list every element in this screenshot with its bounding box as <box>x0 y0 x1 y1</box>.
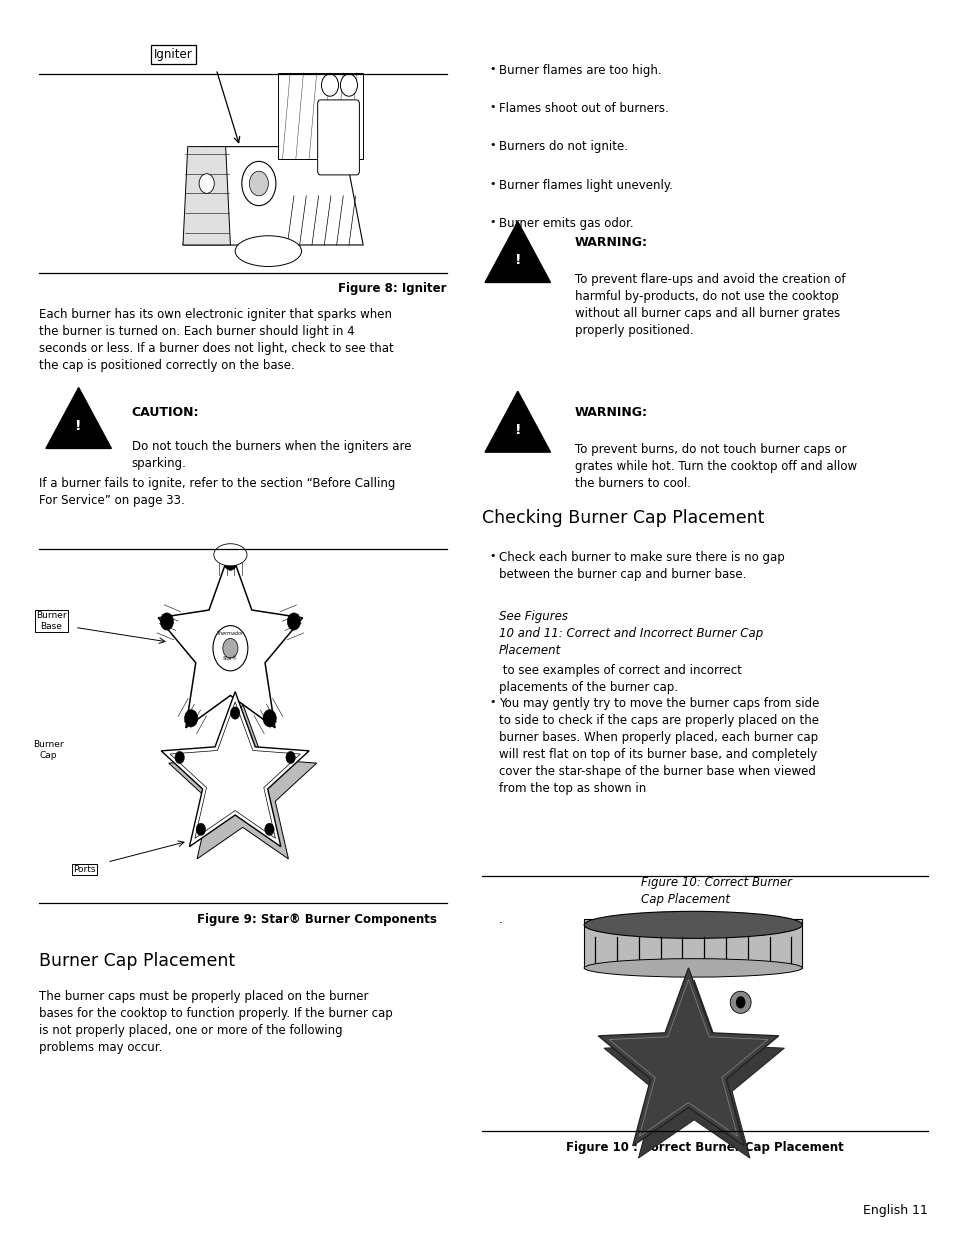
Circle shape <box>223 638 237 658</box>
Circle shape <box>287 613 300 630</box>
Text: Burner
Cap: Burner Cap <box>33 741 64 760</box>
FancyBboxPatch shape <box>317 100 359 175</box>
Text: Burner emits gas odor.: Burner emits gas odor. <box>498 216 633 230</box>
Circle shape <box>286 751 295 763</box>
Polygon shape <box>161 692 309 847</box>
Circle shape <box>184 710 197 727</box>
Polygon shape <box>183 147 363 245</box>
Polygon shape <box>603 981 783 1158</box>
Text: !: ! <box>514 424 520 437</box>
Text: .: . <box>498 913 502 925</box>
Circle shape <box>213 626 248 671</box>
Text: Check each burner to make sure there is no gap
between the burner cap and burner: Check each burner to make sure there is … <box>498 551 783 582</box>
Text: Burner flames light unevenly.: Burner flames light unevenly. <box>498 179 672 191</box>
Polygon shape <box>183 147 231 245</box>
Text: •: • <box>489 551 496 561</box>
Ellipse shape <box>583 911 801 939</box>
Text: •: • <box>489 64 496 74</box>
Circle shape <box>160 613 173 630</box>
Text: To prevent flare-ups and avoid the creation of
harmful by-products, do not use t: To prevent flare-ups and avoid the creat… <box>574 273 844 337</box>
Text: Each burner has its own electronic igniter that sparks when
the burner is turned: Each burner has its own electronic ignit… <box>39 308 394 372</box>
Circle shape <box>174 751 184 763</box>
Text: WARNING:: WARNING: <box>574 406 647 419</box>
Text: •: • <box>489 698 496 708</box>
Polygon shape <box>169 704 316 860</box>
Text: WARNING:: WARNING: <box>574 236 647 249</box>
Polygon shape <box>598 968 778 1146</box>
Circle shape <box>224 553 236 571</box>
Text: Flames shoot out of burners.: Flames shoot out of burners. <box>498 103 668 115</box>
Text: Burner
Base: Burner Base <box>36 611 67 631</box>
Text: CAUTION:: CAUTION: <box>132 406 199 419</box>
Text: •: • <box>489 179 496 189</box>
Polygon shape <box>158 550 302 727</box>
Text: You may gently try to move the burner caps from side
to side to check if the cap: You may gently try to move the burner ca… <box>498 698 819 795</box>
Text: Burners do not ignite.: Burners do not ignite. <box>498 141 627 153</box>
Text: to see examples of correct and incorrect
placements of the burner cap.: to see examples of correct and incorrect… <box>498 664 740 694</box>
Polygon shape <box>484 391 550 452</box>
Text: !: ! <box>75 420 82 433</box>
Text: See Figures
10 and 11: Correct and Incorrect Burner Cap
Placement: See Figures 10 and 11: Correct and Incor… <box>498 610 762 657</box>
Circle shape <box>263 710 276 727</box>
Circle shape <box>321 74 338 96</box>
Ellipse shape <box>729 992 750 1014</box>
Circle shape <box>231 706 239 719</box>
Text: The burner caps must be properly placed on the burner
bases for the cooktop to f: The burner caps must be properly placed … <box>39 990 392 1053</box>
Ellipse shape <box>234 236 301 267</box>
Text: Figure 10: Correct Burner
Cap Placement: Figure 10: Correct Burner Cap Placement <box>640 876 791 905</box>
Text: Figure 10 : Correct Burner Cap Placement: Figure 10 : Correct Burner Cap Placement <box>565 1141 842 1155</box>
Circle shape <box>340 74 357 96</box>
Polygon shape <box>277 73 363 159</box>
Text: Do not touch the burners when the igniters are
sparking.: Do not touch the burners when the ignite… <box>132 441 411 471</box>
Circle shape <box>196 824 206 835</box>
Text: !: ! <box>514 253 520 267</box>
Circle shape <box>735 997 744 1009</box>
FancyBboxPatch shape <box>583 919 801 968</box>
Text: Checking Burner Cap Placement: Checking Burner Cap Placement <box>481 509 763 527</box>
Text: Thermador: Thermador <box>216 631 244 636</box>
Text: •: • <box>489 103 496 112</box>
Ellipse shape <box>583 958 801 977</box>
Text: •: • <box>489 216 496 227</box>
Text: Figure 8: Igniter: Figure 8: Igniter <box>337 282 446 295</box>
Circle shape <box>249 172 268 196</box>
Text: •: • <box>489 141 496 151</box>
Text: To prevent burns, do not touch burner caps or
grates while hot. Turn the cooktop: To prevent burns, do not touch burner ca… <box>574 443 856 490</box>
Circle shape <box>199 174 214 194</box>
Circle shape <box>264 824 274 835</box>
Text: Figure 9: Star® Burner Components: Figure 9: Star® Burner Components <box>197 913 436 925</box>
Circle shape <box>241 162 275 206</box>
Polygon shape <box>46 388 112 448</box>
Text: Burner Cap Placement: Burner Cap Placement <box>39 952 234 969</box>
Polygon shape <box>484 221 550 283</box>
Text: English 11: English 11 <box>862 1204 926 1218</box>
Text: Burner flames are too high.: Burner flames are too high. <box>498 64 660 78</box>
Ellipse shape <box>213 543 247 566</box>
Text: If a burner fails to ignite, refer to the section “Before Calling
For Service” o: If a burner fails to ignite, refer to th… <box>39 478 395 508</box>
Text: Igniter: Igniter <box>154 48 193 61</box>
Text: Star®: Star® <box>223 656 237 661</box>
Text: Ports: Ports <box>73 864 95 874</box>
